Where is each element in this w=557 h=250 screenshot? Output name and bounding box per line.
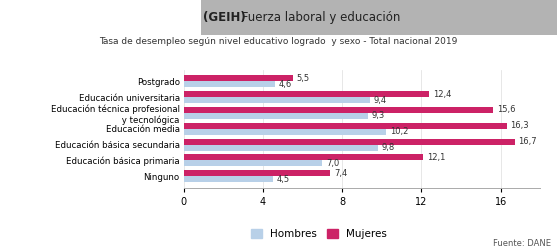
Text: 9,8: 9,8 [382,143,395,152]
Bar [184,123,507,129]
Text: 12,4: 12,4 [433,90,452,99]
Text: 10,2: 10,2 [390,127,408,136]
Text: (GEIH): (GEIH) [203,11,246,24]
Bar [184,170,330,176]
Bar [184,176,273,182]
Bar [184,113,368,119]
Text: 4,6: 4,6 [279,80,292,89]
Text: Tasa de desempleo según nivel educativo logrado  y sexo - Total nacional 2019: Tasa de desempleo según nivel educativo … [99,38,458,46]
Text: 15,6: 15,6 [497,106,515,114]
Bar [184,138,515,144]
Text: 7,0: 7,0 [326,159,340,168]
Bar [184,97,370,103]
Text: 5,5: 5,5 [297,74,310,83]
Text: Fuente: DANE: Fuente: DANE [494,238,551,248]
Text: 12,1: 12,1 [427,153,446,162]
Bar [184,129,386,135]
Text: 4,5: 4,5 [277,175,290,184]
Text: Fuerza laboral y educación: Fuerza laboral y educación [238,11,400,24]
Legend: Hombres, Mujeres: Hombres, Mujeres [247,225,391,244]
Text: 9,3: 9,3 [372,112,385,120]
Bar [184,154,423,160]
Bar [184,81,275,87]
Text: 16,7: 16,7 [519,137,537,146]
Text: 16,3: 16,3 [511,121,529,130]
Text: 7,4: 7,4 [334,169,348,178]
Bar [184,144,378,150]
Bar [184,160,323,166]
Text: 9,4: 9,4 [374,96,387,105]
Bar [184,91,429,97]
Bar [184,75,293,81]
Bar [184,107,493,113]
